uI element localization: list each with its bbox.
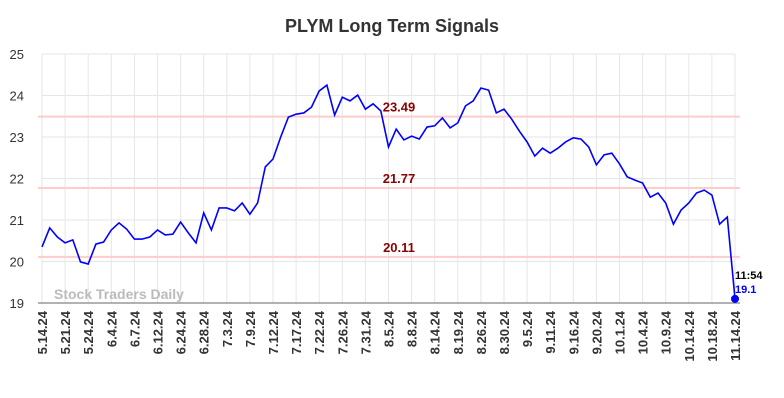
x-tick-label: 9.20.24 [589, 310, 604, 354]
x-tick-label: 11.14.24 [728, 310, 743, 361]
last-point-time: 11:54 [735, 270, 763, 282]
x-tick-label: 10.9.24 [659, 310, 674, 354]
reference-label: 21.77 [383, 171, 416, 186]
y-tick-label: 25 [10, 47, 24, 62]
x-tick-label: 7.12.24 [266, 310, 281, 354]
last-point-value: 19.1 [735, 284, 756, 296]
x-tick-label: 5.21.24 [58, 310, 73, 354]
chart-title: PLYM Long Term Signals [285, 16, 499, 36]
y-tick-label: 22 [10, 172, 24, 187]
x-tick-label: 8.30.24 [497, 310, 512, 354]
watermark: Stock Traders Daily [54, 286, 184, 302]
x-tick-label: 6.12.24 [151, 310, 166, 354]
x-tick-label: 7.9.24 [243, 310, 258, 347]
x-tick-label: 9.5.24 [520, 310, 535, 347]
x-tick-label: 10.14.24 [682, 310, 697, 361]
x-tick-label: 6.4.24 [104, 310, 119, 347]
y-tick-label: 19 [10, 296, 24, 311]
y-tick-label: 24 [10, 89, 24, 104]
data-line [41, 83, 736, 299]
reference-label: 20.11 [383, 240, 415, 255]
x-tick-label: 7.26.24 [335, 310, 350, 354]
x-tick-label: 7.22.24 [312, 310, 327, 354]
x-tick-label: 7.31.24 [358, 310, 373, 354]
x-tick-label: 8.8.24 [405, 310, 420, 347]
x-tick-label: 8.5.24 [382, 310, 397, 347]
x-tick-label: 6.28.24 [197, 310, 212, 354]
last-point [731, 294, 739, 303]
x-tick-label: 8.26.24 [474, 310, 489, 354]
x-tick-label: 7.3.24 [220, 310, 235, 347]
x-tick-label: 6.7.24 [127, 310, 142, 347]
y-tick-label: 20 [10, 255, 24, 270]
x-tick-label: 10.18.24 [705, 310, 720, 361]
x-tick-label: 10.1.24 [613, 310, 628, 354]
x-tick-label: 9.11.24 [543, 310, 558, 353]
x-tick-label: 10.4.24 [636, 310, 651, 354]
x-tick-label: 7.17.24 [289, 310, 304, 354]
reference-label: 23.49 [383, 100, 416, 115]
x-tick-label: 5.14.24 [35, 310, 50, 354]
x-tick-label: 6.24.24 [174, 310, 189, 354]
x-tick-label: 8.14.24 [428, 310, 443, 354]
x-tick-label: 9.16.24 [566, 310, 581, 354]
x-tick-label: 8.19.24 [451, 310, 466, 354]
y-tick-label: 23 [10, 130, 24, 145]
y-tick-label: 21 [10, 213, 24, 228]
x-tick-label: 5.24.24 [81, 310, 96, 354]
